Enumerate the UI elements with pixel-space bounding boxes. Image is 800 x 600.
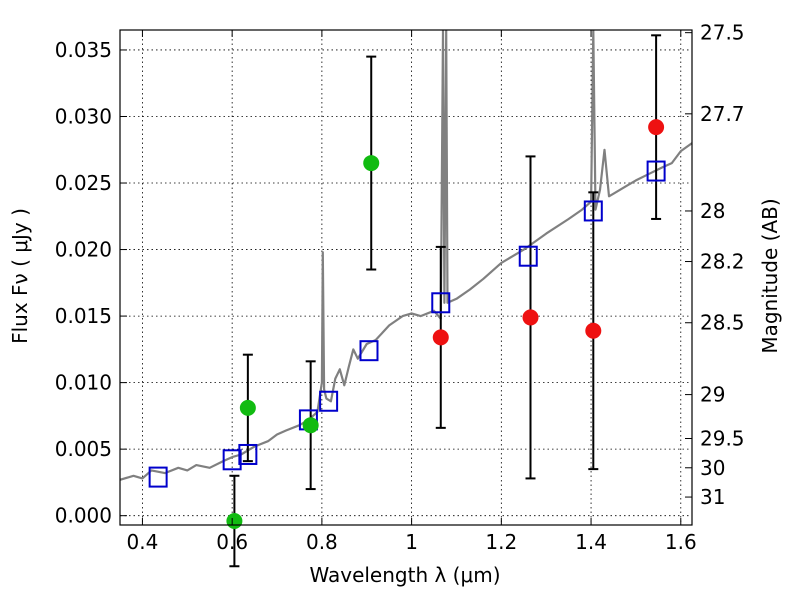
y-tick-label: 0.030: [55, 104, 112, 128]
model-box-marker: [583, 200, 603, 222]
y-tick-label: 0.035: [55, 38, 112, 62]
y2-tick-label: 28.5: [700, 311, 745, 335]
x-axis-title: Wavelength λ (μm): [309, 563, 500, 587]
green-data-point: [363, 155, 380, 172]
x-tick-label: 1.4: [575, 530, 607, 554]
y-tick-label: 0.000: [55, 504, 112, 528]
green-data-point: [239, 399, 256, 416]
x-tick-label: 1.6: [665, 530, 697, 554]
red-data-point: [585, 322, 602, 339]
model-box-marker: [222, 449, 242, 471]
y2-tick-label: 29: [700, 383, 725, 407]
model-box-marker: [646, 160, 666, 182]
x-tick-label: 1.2: [485, 530, 517, 554]
green-data-point: [226, 513, 243, 530]
y2-tick-label: 29.5: [700, 427, 745, 451]
y2-tick-label: 31: [700, 485, 725, 509]
model-box-marker: [431, 292, 451, 314]
y2-tick-label: 27.5: [700, 21, 745, 45]
red-data-point: [432, 329, 449, 346]
x-tick-label: 0.6: [216, 530, 248, 554]
y-tick-label: 0.010: [55, 371, 112, 395]
red-data-point: [522, 309, 539, 326]
model-box-marker: [238, 443, 258, 465]
y-axis-title: Flux Fν ( μJy ): [8, 208, 32, 344]
x-tick-label: 0.8: [306, 530, 338, 554]
model-box-marker: [319, 390, 339, 412]
marker-layer: [148, 119, 666, 530]
y2-axis-title: Magnitude (AB): [758, 198, 782, 353]
green-data-point: [302, 417, 319, 434]
spectrum-layer: [120, 30, 692, 481]
model-box-marker: [518, 245, 538, 267]
tick-label-layer: 0.4 0.6 0.8 1 1.2 1.4 1.6 0.000 0.005 0.010 0.015 0…: [55, 21, 745, 554]
plot-frame: [119, 29, 693, 526]
y-tick-label: 0.015: [55, 304, 112, 328]
y2-tick-label: 27.7: [700, 102, 745, 126]
spectrum-line: [120, 30, 692, 481]
x-tick-label: 0.4: [127, 530, 159, 554]
grid-lines: [120, 30, 692, 525]
y2-tick-label: 28: [700, 199, 725, 223]
y-tick-label: 0.020: [55, 238, 112, 262]
tick-layer: [120, 30, 692, 525]
x-tick-label: 1: [405, 530, 418, 554]
y-tick-label: 0.005: [55, 437, 112, 461]
model-box-marker: [148, 466, 168, 488]
model-box-marker: [359, 340, 379, 362]
y-tick-label: 0.025: [55, 171, 112, 195]
y2-tick-label: 30: [700, 456, 725, 480]
red-data-point: [648, 119, 665, 136]
y2-tick-label: 28.2: [700, 250, 745, 274]
